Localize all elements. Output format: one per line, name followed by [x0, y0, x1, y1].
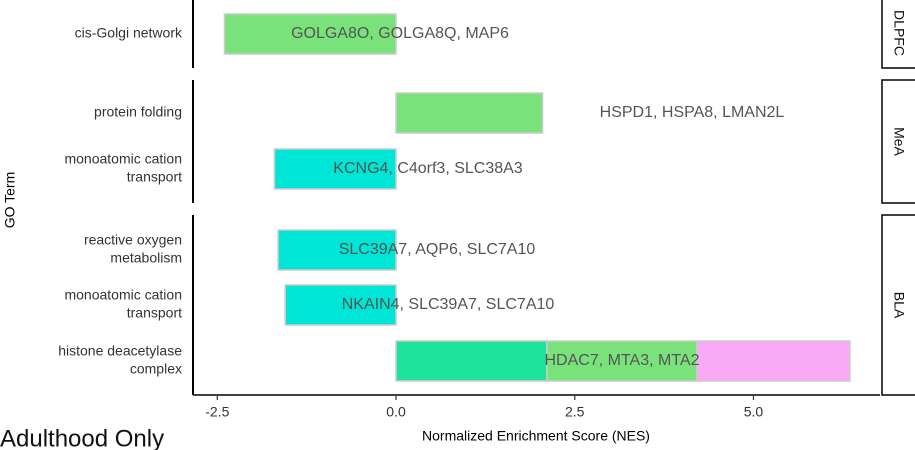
y-tick-label: transport — [127, 169, 182, 185]
y-tick-label: complex — [130, 361, 182, 377]
bar — [284, 284, 397, 326]
bar — [395, 340, 548, 382]
x-axis-label: Normalized Enrichment Score (NES) — [422, 428, 650, 444]
gene-label: HSPD1, HSPA8, LMAN2L — [600, 104, 785, 121]
bar — [696, 340, 851, 382]
y-tick-label: metabolism — [110, 250, 182, 266]
gene-label: GOLGA8O, GOLGA8Q, MAP6 — [291, 25, 509, 42]
y-tick-label: monoatomic cation — [64, 287, 182, 303]
gene-label: SLC39A7, AQP6, SLC7A10 — [339, 241, 536, 258]
bar — [273, 148, 397, 190]
y-axis-label: GO Term — [2, 172, 18, 229]
strip-label: BLA — [891, 292, 907, 319]
strip-label: MeA — [891, 127, 907, 156]
x-tick-label: 2.5 — [565, 404, 585, 420]
chart-title: Adulthood Only — [0, 425, 164, 450]
x-tick-label: -2.5 — [205, 404, 229, 420]
y-tick-label: transport — [127, 305, 182, 321]
x-tick-label: 5.0 — [744, 404, 764, 420]
y-tick-label: cis-Golgi network — [75, 25, 183, 41]
strip — [881, 214, 915, 396]
gene-label: NKAIN4, SLC39A7, SLC7A10 — [342, 296, 555, 313]
bar — [546, 340, 698, 382]
gene-label: KCNG4, C4orf3, SLC38A3 — [333, 160, 523, 177]
y-tick-label: histone deacetylase — [58, 343, 182, 359]
bar — [277, 229, 397, 271]
strip — [881, 0, 915, 69]
x-tick-label: 0.0 — [386, 404, 406, 420]
bar — [395, 92, 544, 134]
strip-label: DLPFC — [891, 10, 907, 56]
strip — [881, 79, 915, 204]
y-tick-label: protein folding — [94, 104, 182, 120]
y-tick-label: reactive oxygen — [84, 232, 182, 248]
y-tick-label: monoatomic cation — [64, 151, 182, 167]
gene-label: HDAC7, MTA3, MTA2 — [545, 352, 700, 369]
bar — [223, 13, 397, 55]
